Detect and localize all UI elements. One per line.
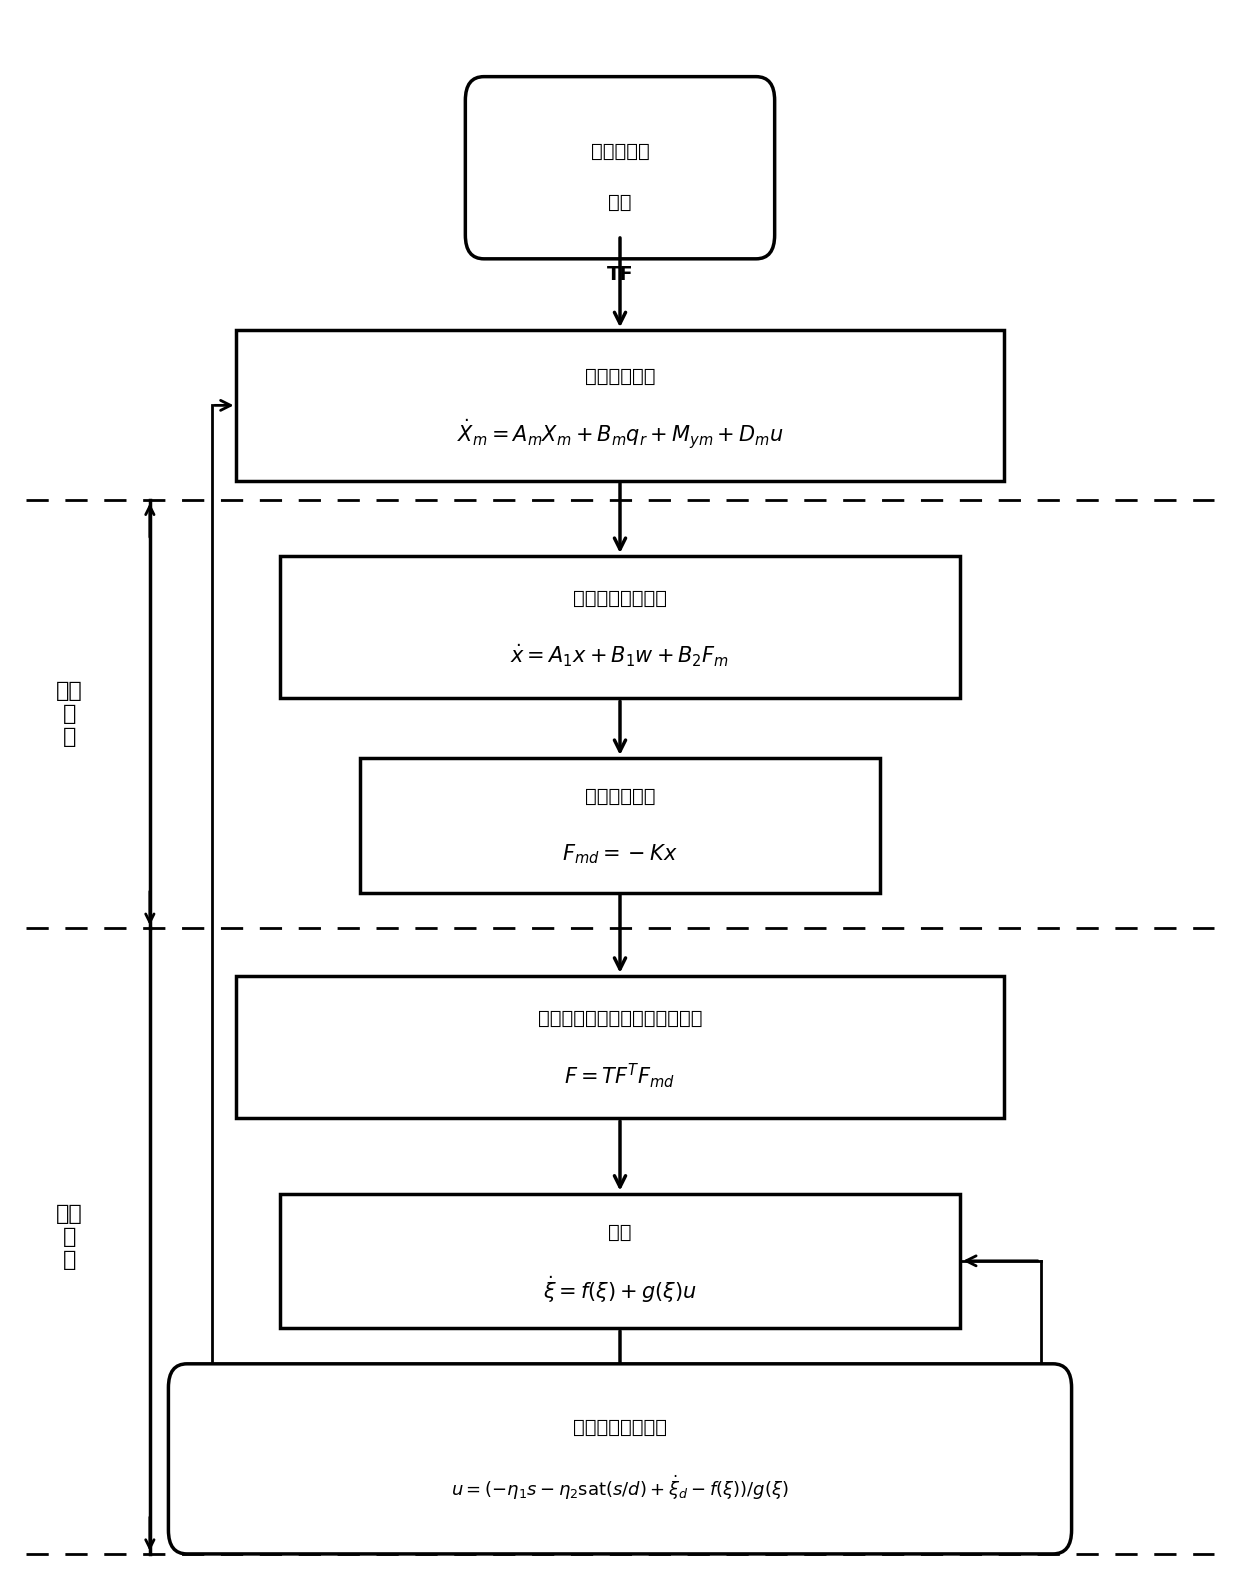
Text: 求得期望的控制量: 求得期望的控制量 [573,1417,667,1436]
Text: 激励: 激励 [609,194,631,213]
FancyBboxPatch shape [280,555,960,698]
Text: TF: TF [606,265,634,284]
Text: $u = (-\eta_1 s - \eta_2 \mathrm{sat}(s/d) + \dot{\xi}_d - f(\xi)) / g(\xi)$: $u = (-\eta_1 s - \eta_2 \mathrm{sat}(s/… [451,1473,789,1501]
Text: 跟踪: 跟踪 [609,1224,631,1243]
FancyBboxPatch shape [465,76,775,259]
Text: $F=TF^TF_{md}$: $F=TF^TF_{md}$ [564,1062,676,1090]
Text: 侧倾扒曲模态模型: 侧倾扒曲模态模型 [573,589,667,608]
Text: $\dot{\xi} = f(\xi) + g(\xi)u$: $\dot{\xi} = f(\xi) + g(\xi)u$ [543,1274,697,1305]
Text: 转换成自然坐标下的期望控制力: 转换成自然坐标下的期望控制力 [538,1009,702,1028]
Text: $F_{md} = -Kx$: $F_{md} = -Kx$ [562,841,678,865]
FancyBboxPatch shape [237,330,1003,481]
Text: $\dot{X}_m = A_mX_m + B_mq_r + M_{ym} + D_mu$: $\dot{X}_m = A_mX_m + B_mq_r + M_{ym} + … [456,417,784,451]
Text: 路面和其它: 路面和其它 [590,143,650,162]
FancyBboxPatch shape [360,759,880,892]
Text: 下层
控
制: 下层 控 制 [56,1205,83,1270]
Text: 期望的模态力: 期望的模态力 [585,787,655,806]
FancyBboxPatch shape [169,1363,1071,1554]
Text: 上层
控
制: 上层 控 制 [56,681,83,747]
FancyBboxPatch shape [237,976,1003,1119]
Text: 车辆模态模型: 车辆模态模型 [585,367,655,386]
FancyBboxPatch shape [280,1193,960,1328]
Text: $\dot{x} = A_1x + B_1w + B_2F_m$: $\dot{x} = A_1x + B_1w + B_2F_m$ [511,643,729,668]
